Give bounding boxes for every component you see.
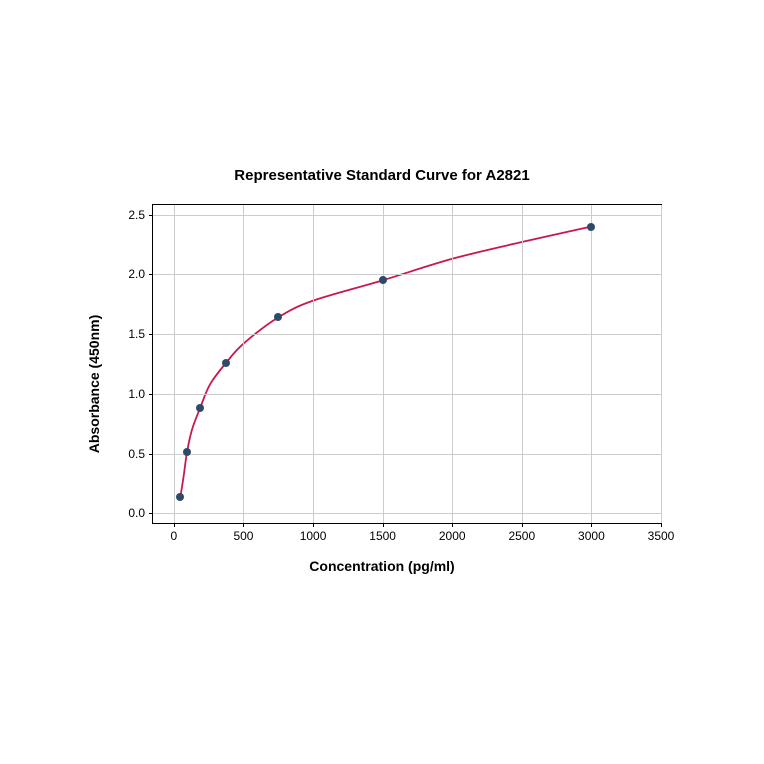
x-tick-label: 500 [233, 523, 253, 543]
grid-line-v [243, 205, 244, 523]
grid-line-v [452, 205, 453, 523]
grid-line-v [522, 205, 523, 523]
grid-line-h [153, 454, 661, 455]
x-tick-label: 3500 [648, 523, 675, 543]
y-tick-label: 0.5 [128, 447, 153, 461]
grid-line-v [383, 205, 384, 523]
grid-line-h [153, 215, 661, 216]
plot-area: 05001000150020002500300035000.00.51.01.5… [152, 204, 662, 524]
fitted-curve [180, 227, 591, 497]
y-tick-label: 1.5 [128, 327, 153, 341]
data-point [222, 359, 230, 367]
data-point [587, 223, 595, 231]
y-tick-label: 0.0 [128, 506, 153, 520]
data-point [176, 493, 184, 501]
grid-line-v [174, 205, 175, 523]
grid-line-v [313, 205, 314, 523]
y-axis-label: Absorbance (450nm) [86, 315, 102, 453]
x-tick-label: 0 [171, 523, 178, 543]
grid-line-v [591, 205, 592, 523]
x-tick-label: 1000 [300, 523, 327, 543]
x-tick-label: 2500 [508, 523, 535, 543]
data-point [183, 448, 191, 456]
grid-line-h [153, 513, 661, 514]
y-tick-label: 2.5 [128, 208, 153, 222]
x-tick-label: 1500 [369, 523, 396, 543]
grid-line-h [153, 274, 661, 275]
x-tick-label: 2000 [439, 523, 466, 543]
grid-line-h [153, 334, 661, 335]
data-point [196, 404, 204, 412]
chart-title: Representative Standard Curve for A2821 [82, 167, 682, 184]
x-tick-label: 3000 [578, 523, 605, 543]
y-tick-label: 1.0 [128, 387, 153, 401]
data-point [274, 313, 282, 321]
y-tick-label: 2.0 [128, 267, 153, 281]
x-axis-label: Concentration (pg/ml) [309, 558, 454, 574]
plot-wrapper: Absorbance (450nm) 050010001500200025003… [82, 194, 682, 574]
grid-line-v [661, 205, 662, 523]
grid-line-h [153, 394, 661, 395]
chart-container: Representative Standard Curve for A2821 … [82, 167, 682, 597]
data-point [379, 276, 387, 284]
